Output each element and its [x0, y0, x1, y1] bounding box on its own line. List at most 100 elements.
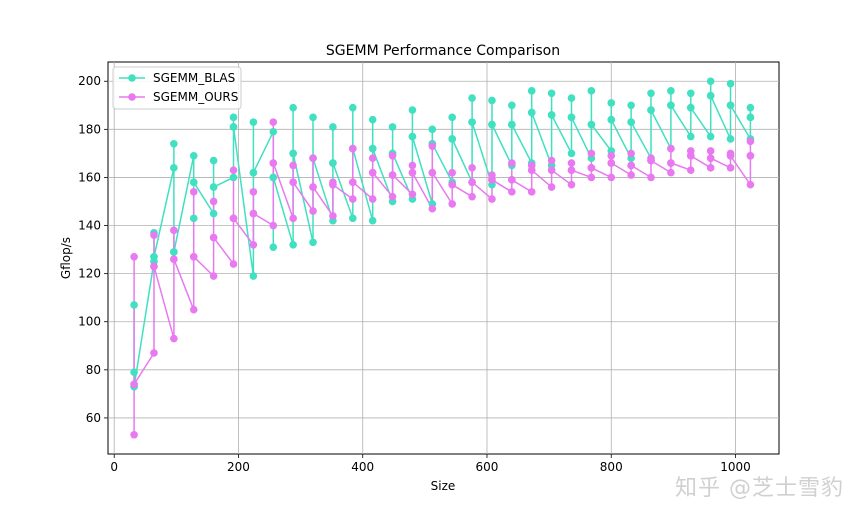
y-tick-label: 100 — [78, 315, 101, 329]
data-point — [448, 200, 456, 208]
data-point — [289, 103, 297, 112]
axes: 0 200 400 600 800 1000 60 80 100 120 140 160 180 200 — [78, 74, 751, 474]
data-point — [706, 147, 715, 155]
data-point — [746, 113, 755, 122]
data-point — [508, 176, 516, 184]
data-point — [388, 171, 397, 179]
data-point — [567, 94, 576, 102]
data-point — [746, 137, 755, 146]
data-point — [269, 243, 278, 251]
data-point — [686, 151, 695, 160]
data-point — [189, 214, 198, 223]
data-point — [309, 154, 317, 162]
data-point — [448, 168, 456, 177]
data-point — [448, 113, 456, 122]
data-point — [706, 132, 715, 141]
data-point — [428, 168, 437, 177]
grid — [108, 62, 779, 454]
data-point — [170, 139, 178, 148]
data-point — [726, 135, 735, 143]
data-point — [249, 209, 258, 218]
data-point — [170, 334, 178, 343]
data-point — [567, 159, 576, 167]
legend-label: SGEMM_BLAS — [153, 71, 235, 85]
data-point — [269, 221, 278, 230]
data-point — [309, 238, 317, 247]
data-point — [269, 118, 278, 126]
data-point — [547, 166, 556, 175]
data-point — [348, 144, 357, 153]
x-tick-label: 600 — [476, 460, 499, 474]
data-point — [607, 151, 616, 160]
data-point — [209, 156, 218, 165]
data-point — [229, 214, 238, 223]
data-point — [329, 180, 337, 189]
data-point — [627, 101, 635, 110]
data-point — [587, 173, 596, 182]
data-point — [607, 115, 616, 124]
y-tick-label: 60 — [86, 411, 101, 425]
data-point — [189, 188, 198, 196]
data-point — [686, 166, 695, 175]
data-point — [468, 164, 476, 172]
data-point — [329, 159, 337, 167]
data-point — [348, 195, 357, 203]
y-tick-label: 140 — [78, 219, 101, 233]
data-point — [567, 166, 576, 175]
data-point — [130, 301, 138, 309]
data-point — [686, 103, 695, 112]
data-point — [706, 91, 715, 100]
data-point — [408, 132, 417, 141]
data-point — [627, 118, 635, 126]
data-point — [508, 159, 516, 167]
data-point — [488, 120, 496, 129]
data-point — [746, 180, 755, 189]
data-point — [130, 380, 138, 389]
data-point — [309, 113, 317, 122]
legend-label: SGEMM_OURS — [153, 90, 238, 104]
data-point — [388, 192, 397, 201]
data-point — [488, 96, 496, 105]
data-point — [229, 113, 238, 122]
data-point — [329, 212, 337, 220]
data-point — [627, 171, 635, 179]
legend: SGEMM_BLAS SGEMM_OURS — [112, 66, 242, 110]
data-point — [368, 216, 377, 225]
data-point — [189, 151, 198, 160]
data-point — [269, 159, 278, 167]
y-tick-label: 120 — [78, 267, 101, 281]
data-point — [150, 262, 158, 271]
x-tick-label: 800 — [600, 460, 623, 474]
data-point — [209, 233, 218, 242]
data-point — [607, 173, 616, 182]
data-point — [468, 192, 476, 201]
data-point — [686, 132, 695, 141]
data-point — [408, 190, 417, 199]
data-point — [527, 166, 536, 175]
y-tick-label: 80 — [86, 363, 101, 377]
x-tick-label: 1000 — [720, 460, 751, 474]
y-tick-label: 200 — [78, 74, 101, 88]
plot-area — [107, 61, 780, 455]
data-point — [309, 183, 317, 191]
data-point — [170, 226, 178, 235]
data-point — [448, 135, 456, 143]
data-point — [368, 115, 377, 124]
data-point — [746, 103, 755, 112]
data-point — [329, 123, 337, 131]
data-point — [209, 272, 218, 280]
data-point — [388, 151, 397, 160]
data-point — [209, 209, 218, 218]
data-point — [408, 161, 417, 170]
data-point — [249, 240, 258, 249]
x-tick-label: 200 — [227, 460, 250, 474]
data-point — [547, 89, 556, 98]
data-point — [686, 89, 695, 98]
data-point — [567, 149, 576, 158]
data-point — [726, 151, 735, 160]
data-point — [587, 120, 596, 129]
data-point — [269, 127, 278, 136]
data-point — [448, 180, 456, 189]
data-point — [348, 178, 357, 187]
data-point — [468, 94, 476, 102]
